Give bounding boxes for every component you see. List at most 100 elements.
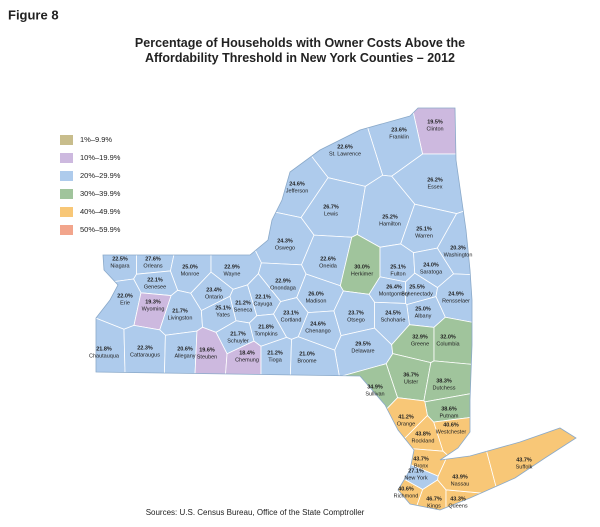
county-name: Jefferson — [286, 188, 309, 194]
county-name: Tioga — [268, 357, 282, 363]
county-name: Allegany — [174, 353, 195, 359]
county-name: Lewis — [324, 211, 338, 217]
county-value: 22.0% — [117, 293, 133, 299]
county-value: 25.0% — [415, 306, 431, 312]
county-name: Clinton — [426, 126, 443, 132]
county-value: 19.6% — [199, 347, 215, 353]
county-value: 24.0% — [423, 262, 439, 268]
legend-swatch — [60, 207, 73, 217]
county-name: Seneca — [234, 307, 254, 313]
county-value: 23.4% — [206, 287, 222, 293]
county-name: Rensselaer — [442, 298, 470, 304]
county-name: Wayne — [224, 271, 241, 277]
county-value: 41.2% — [398, 414, 414, 420]
legend-swatch — [60, 153, 73, 163]
county-name: Sullivan — [365, 391, 384, 397]
county-value: 21.7% — [172, 308, 188, 314]
county-name: Monroe — [181, 271, 200, 277]
county-value: 21.2% — [267, 350, 283, 356]
county — [485, 340, 576, 510]
county-name: Erie — [120, 300, 130, 306]
county-value: 23.7% — [348, 310, 364, 316]
county-name: Madison — [306, 298, 327, 304]
county-name: Chenango — [305, 328, 330, 334]
county-value: 22.6% — [337, 144, 353, 150]
county-value: 22.5% — [112, 256, 128, 262]
county-value: 43.3% — [450, 496, 466, 502]
county — [391, 153, 576, 214]
county-name: Ontario — [205, 294, 223, 300]
county-value: 24.3% — [277, 238, 293, 244]
county-name: Steuben — [197, 354, 218, 360]
county-name: Schenectady — [401, 291, 433, 297]
county-value: 32.0% — [440, 334, 456, 340]
county-name: Warren — [415, 233, 433, 239]
county-name: Montgomery — [379, 291, 410, 297]
county-name: Dutchess — [433, 385, 456, 391]
county — [267, 108, 384, 187]
county-name: Wyoming — [142, 306, 165, 312]
county — [159, 108, 329, 219]
county-value: 43.9% — [452, 474, 468, 480]
title-box: Percentage of Households with Owner Cost… — [134, 36, 466, 65]
county-value: 21.8% — [96, 346, 112, 352]
county-name: Chautauqua — [89, 353, 120, 359]
source-note: Sources: U.S. Census Bureau, Office of t… — [146, 508, 365, 517]
county-name: Oneida — [319, 263, 338, 269]
map-title: Percentage of Households with Owner Cost… — [134, 36, 466, 65]
legend-label: 1%–9.9% — [80, 135, 112, 144]
county-value: 40.6% — [398, 486, 414, 492]
county-value: 43.7% — [516, 457, 532, 463]
county-name: Essex — [428, 184, 443, 190]
county-name: Oswego — [275, 245, 295, 251]
county-name: Niagara — [110, 263, 130, 269]
county-name: St. Lawrence — [329, 151, 361, 157]
county-value: 18.4% — [239, 350, 255, 356]
county-value: 19.3% — [145, 299, 161, 305]
county-name: Richmond — [394, 493, 419, 499]
legend-label: 10%–19.9% — [80, 153, 121, 162]
county-value: 25.2% — [382, 214, 398, 220]
county-value: 27.6% — [145, 256, 161, 262]
county — [293, 363, 399, 471]
legend-swatch — [60, 171, 73, 181]
county-name: Saratoga — [420, 269, 443, 275]
county-name: Rockland — [412, 438, 435, 444]
county-name: Franklin — [389, 134, 409, 140]
county-name: Nassau — [451, 481, 470, 487]
legend-swatch — [60, 225, 73, 235]
county-value: 21.7% — [230, 331, 246, 337]
county-value: 19.5% — [427, 119, 443, 125]
county-value: 21.0% — [299, 351, 315, 357]
county-name: Herkimer — [351, 271, 373, 277]
county-name: Orange — [397, 421, 415, 427]
county — [136, 108, 194, 275]
county-name: Broome — [297, 358, 316, 364]
county-value: 38.6% — [441, 406, 457, 412]
county-value: 21.2% — [235, 300, 251, 306]
county-value: 22.1% — [255, 294, 271, 300]
legend-label: 40%–49.9% — [80, 207, 121, 216]
county-name: Cortland — [281, 317, 302, 323]
county-name: Yates — [216, 312, 230, 318]
county — [96, 278, 142, 330]
county-value: 46.7% — [426, 496, 442, 502]
legend-swatch — [60, 135, 73, 145]
county-value: 24.9% — [448, 291, 464, 297]
county-name: Washington — [444, 252, 473, 258]
legend-label: 50%–59.9% — [80, 225, 121, 234]
county-value: 27.1% — [408, 468, 424, 474]
county-name: Ulster — [404, 379, 419, 385]
county-value: 29.5% — [355, 341, 371, 347]
county-name: Genesee — [144, 284, 166, 290]
county-value: 43.7% — [413, 456, 429, 462]
county-name: Albany — [415, 313, 432, 319]
county-name: Tompkins — [254, 331, 277, 337]
legend: 1%–9.9% 10%–19.9% 20%–29.9% 30%–39.9% 40%–49… — [60, 135, 121, 235]
county-value: 34.9% — [367, 384, 383, 390]
county-name: Putnam — [440, 413, 459, 419]
county-name: Onondaga — [270, 285, 297, 291]
county-value: 43.8% — [415, 431, 431, 437]
